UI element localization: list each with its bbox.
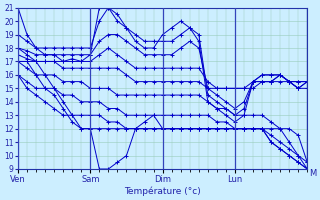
X-axis label: Température (°c): Température (°c) — [124, 186, 201, 196]
Text: M: M — [309, 169, 316, 178]
